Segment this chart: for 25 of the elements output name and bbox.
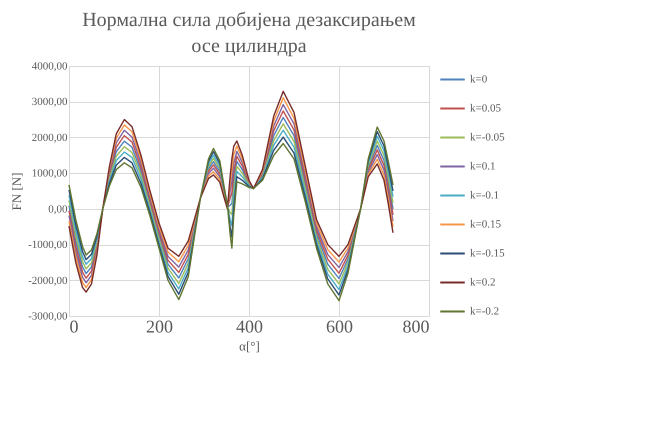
legend-label: k=-0.05 xyxy=(470,132,506,144)
legend-label: k=0.05 xyxy=(470,102,502,114)
legend-label: k=0.2 xyxy=(470,276,496,288)
legend-label: k=-0.1 xyxy=(470,190,500,202)
y-tick-label: -3000,00 xyxy=(28,310,68,322)
x-tick-label: 600 xyxy=(326,316,353,336)
y-tick-label: -2000,00 xyxy=(28,274,68,287)
x-tick-label: 800 xyxy=(402,316,430,336)
chart-title: Нормална сила добијена дезаксирањем осе цилиндра xyxy=(82,9,416,57)
y-tick-label: 3000,00 xyxy=(32,96,68,108)
legend-label: k=0.15 xyxy=(470,218,502,230)
legend-label: k=-0.2 xyxy=(470,306,500,318)
x-tick-label: 200 xyxy=(146,316,173,336)
y-axis-title: FN [N] xyxy=(9,172,24,210)
legend-label: k=0.1 xyxy=(470,160,496,172)
x-tick-label: 400 xyxy=(236,316,263,336)
x-axis-title: α[°] xyxy=(239,338,260,354)
legend-label: k=0 xyxy=(470,74,488,86)
legend-label: k=-0.15 xyxy=(470,248,506,260)
y-tick-label: 4000,00 xyxy=(32,60,68,72)
y-tick-label: 0,00 xyxy=(48,203,68,216)
y-tick-label: 1000,00 xyxy=(32,168,68,180)
y-tick-label: -1000,00 xyxy=(28,239,68,252)
y-tick-label: 2000,00 xyxy=(32,132,68,144)
x-tick-label: 0 xyxy=(70,316,78,336)
